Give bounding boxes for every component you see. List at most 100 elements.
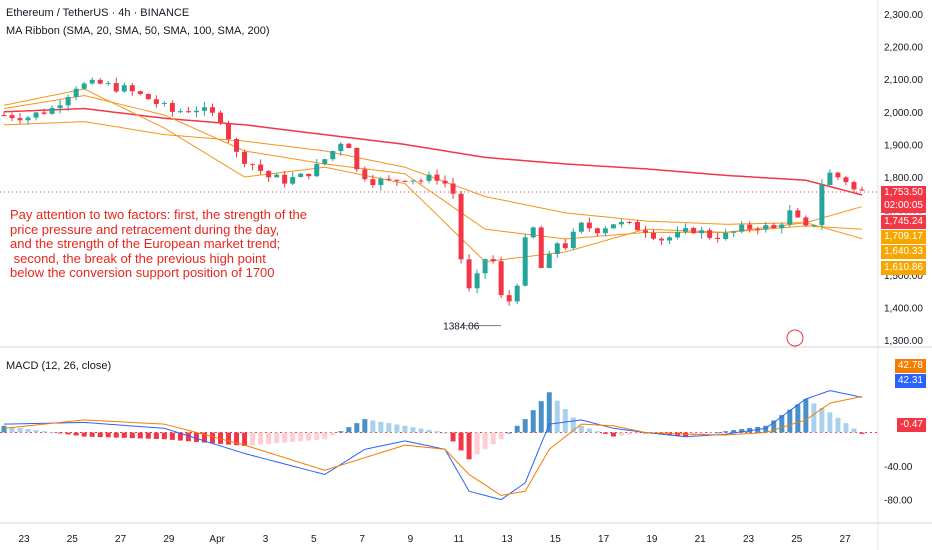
candle-body bbox=[306, 173, 312, 177]
macd-hist-bar bbox=[474, 432, 480, 455]
candle-body bbox=[65, 97, 71, 106]
candle-body bbox=[634, 221, 640, 231]
candle-body bbox=[193, 110, 199, 113]
price-tag: 02:00:05 bbox=[881, 199, 926, 213]
candle-body bbox=[626, 221, 632, 223]
macd-hist-bar bbox=[594, 431, 600, 433]
macd-hist-bar bbox=[506, 432, 512, 434]
price-tag: 1,640.33 bbox=[881, 245, 926, 259]
candle-body bbox=[570, 231, 576, 249]
macd-hist-bar bbox=[370, 420, 376, 433]
macd-hist-bar bbox=[338, 431, 344, 433]
macd-hist-bar bbox=[530, 410, 536, 433]
macd-label[interactable]: MACD (12, 26, close) bbox=[6, 360, 112, 372]
macd-hist-bar bbox=[827, 412, 833, 433]
macd-tag: 42.31 bbox=[894, 374, 926, 388]
macd-hist-bar bbox=[57, 432, 63, 434]
macd-hist-bar bbox=[699, 432, 705, 435]
candle-body bbox=[402, 180, 408, 182]
candle-body bbox=[803, 217, 809, 226]
macd-hist-bar bbox=[362, 419, 368, 433]
time-tick-label: 13 bbox=[501, 534, 513, 545]
time-tick-label: 19 bbox=[646, 534, 658, 545]
candle-body bbox=[771, 225, 777, 229]
macd-hist-bar bbox=[97, 432, 103, 438]
candle-body bbox=[787, 210, 793, 225]
macd-tag: 42.78 bbox=[894, 359, 926, 373]
macd-hist-bar bbox=[522, 419, 528, 433]
macd-hist-bar bbox=[137, 432, 143, 439]
candle-body bbox=[651, 232, 656, 239]
ma-ribbon-label[interactable]: MA Ribbon (SMA, 20, SMA, 50, SMA, 100, S… bbox=[6, 25, 270, 37]
candle-body bbox=[819, 185, 825, 226]
candle-body bbox=[89, 79, 95, 84]
candle-body bbox=[338, 143, 344, 152]
macd-hist-bar bbox=[1, 425, 7, 433]
symbol-title[interactable]: Ethereum / TetherUS · 4h · BINANCE bbox=[6, 7, 190, 19]
macd-hist-bar bbox=[346, 427, 352, 433]
macd-hist-bar bbox=[554, 400, 560, 433]
macd-hist-bar bbox=[514, 425, 520, 433]
macd-hist-bar bbox=[819, 407, 825, 433]
candle-body bbox=[482, 259, 488, 274]
candle-body bbox=[218, 112, 223, 123]
price-tick-label: 2,000.00 bbox=[884, 108, 923, 119]
macd-hist-bar bbox=[803, 398, 809, 433]
candle-body bbox=[594, 228, 600, 234]
alert-icon bbox=[786, 329, 804, 347]
candle-body bbox=[121, 85, 127, 92]
candle-body bbox=[25, 117, 31, 121]
candle-body bbox=[642, 230, 648, 233]
candle-body bbox=[827, 172, 833, 186]
macd-hist-bar bbox=[250, 432, 256, 446]
time-tick-label: 27 bbox=[115, 534, 127, 545]
macd-hist-bar bbox=[113, 432, 119, 438]
candle-body bbox=[546, 254, 552, 269]
macd-hist-bar bbox=[193, 432, 199, 442]
macd-hist-bar bbox=[218, 432, 223, 444]
candle-body bbox=[554, 243, 560, 255]
macd-hist-bar bbox=[482, 432, 488, 450]
candle-body bbox=[137, 91, 143, 95]
macd-hist-bar bbox=[739, 429, 745, 433]
candle-body bbox=[851, 182, 857, 190]
time-tick-label: 3 bbox=[263, 534, 269, 545]
candle-body bbox=[618, 221, 624, 225]
low-marker-label: 1384.06 bbox=[443, 322, 480, 333]
candle-body bbox=[105, 83, 111, 85]
macd-hist-bar bbox=[145, 432, 151, 439]
macd-hist-bar bbox=[642, 432, 648, 434]
macd-hist-bar bbox=[258, 432, 264, 445]
macd-hist-bar bbox=[394, 424, 400, 433]
macd-hist-bar bbox=[290, 432, 296, 442]
candle-body bbox=[699, 230, 705, 234]
candle-body bbox=[322, 159, 328, 164]
candle-body bbox=[835, 172, 841, 178]
candle-body bbox=[362, 169, 368, 180]
macd-hist-bar bbox=[546, 392, 552, 433]
macd-hist-bar bbox=[410, 427, 416, 433]
macd-tick-label: -80.00 bbox=[884, 496, 913, 507]
candle-body bbox=[226, 122, 232, 140]
candle-body bbox=[41, 112, 47, 114]
candle-body bbox=[675, 231, 681, 238]
candle-body bbox=[169, 103, 175, 112]
macd-hist-bar bbox=[185, 432, 191, 442]
macd-hist-bar bbox=[771, 420, 777, 433]
sma100-line bbox=[3, 121, 863, 225]
candle-body bbox=[410, 180, 416, 182]
macd-hist-bar bbox=[282, 432, 288, 443]
candle-body bbox=[458, 193, 464, 260]
macd-hist-bar bbox=[306, 432, 312, 441]
macd-hist-bar bbox=[715, 432, 721, 434]
macd-hist-bar bbox=[298, 432, 304, 442]
time-tick-label: 9 bbox=[408, 534, 414, 545]
macd-hist-bar bbox=[731, 430, 737, 433]
price-tick-label: 1,300.00 bbox=[884, 336, 923, 347]
candle-body bbox=[747, 224, 753, 230]
candle-body bbox=[185, 111, 191, 113]
macd-hist-bar bbox=[242, 432, 248, 446]
candle-body bbox=[129, 85, 135, 92]
macd-hist-bar bbox=[330, 432, 336, 436]
time-tick-label: 15 bbox=[550, 534, 562, 545]
